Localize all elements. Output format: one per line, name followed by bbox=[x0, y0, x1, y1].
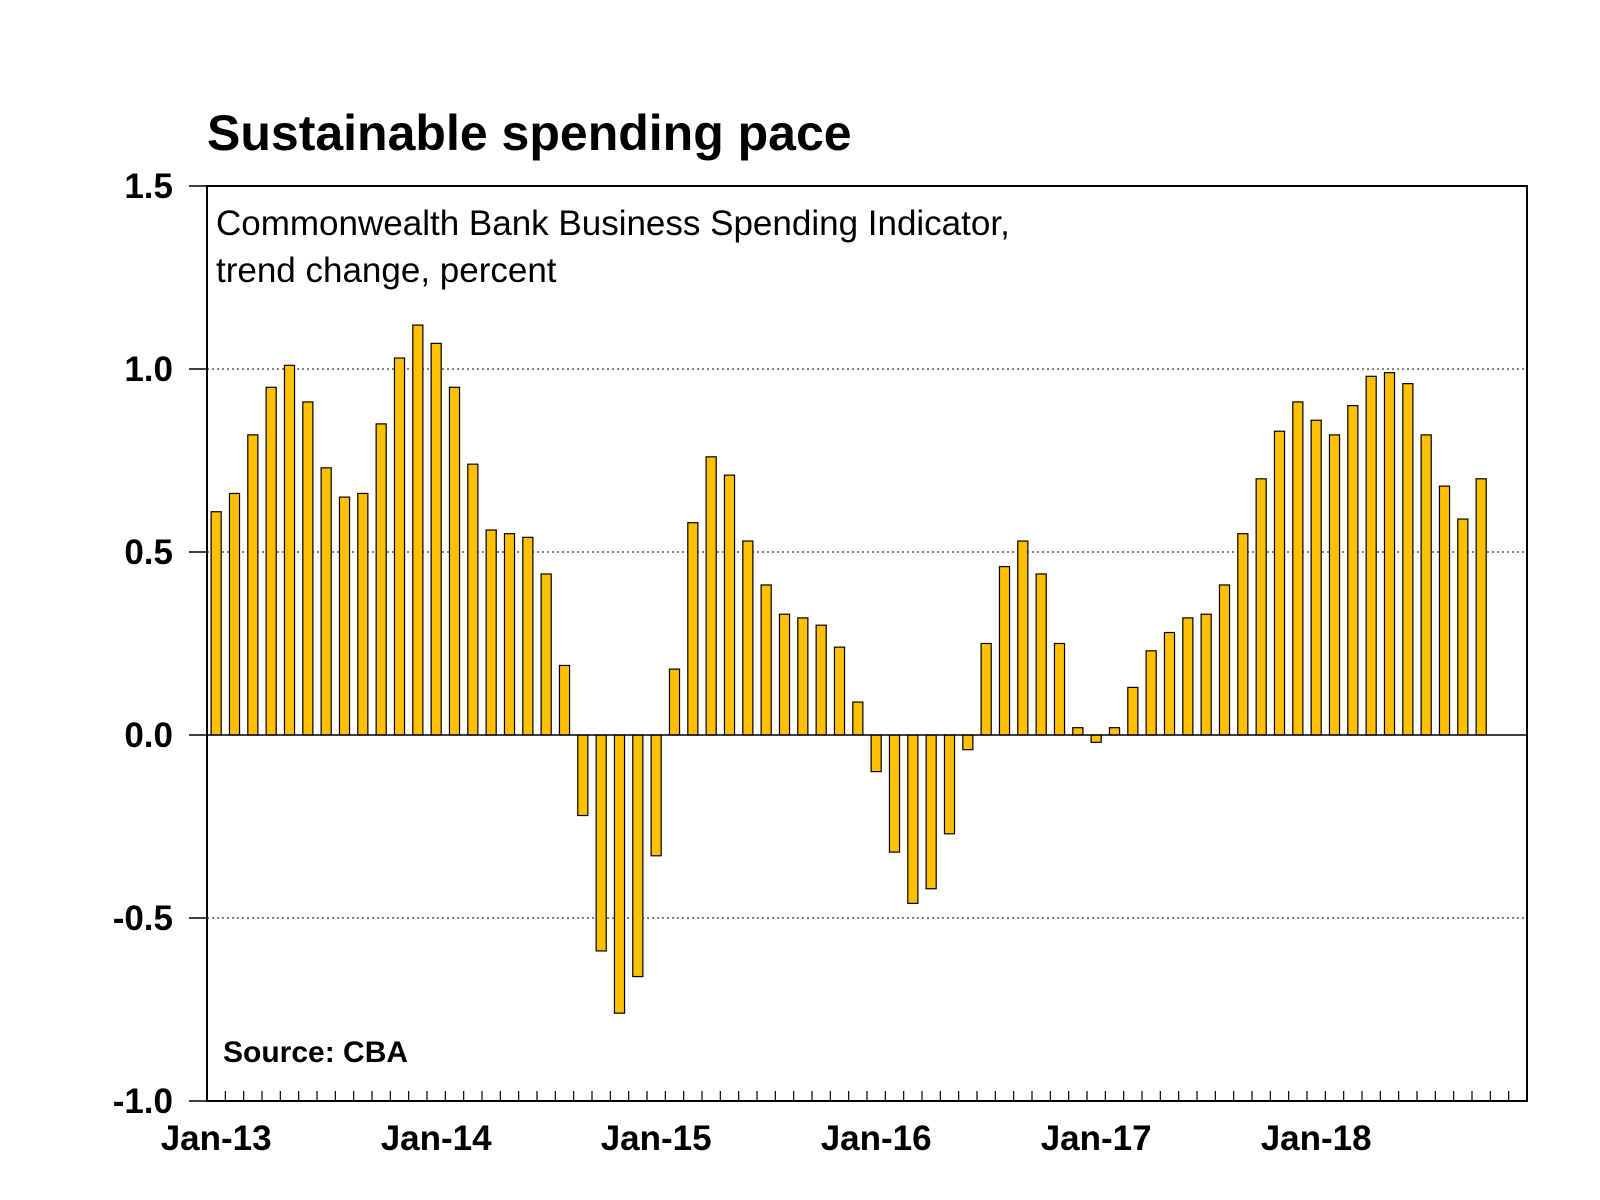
bar bbox=[705, 456, 717, 736]
bar bbox=[778, 613, 791, 736]
bar bbox=[833, 646, 846, 736]
bar bbox=[925, 734, 937, 890]
bar bbox=[943, 734, 956, 835]
bar bbox=[1328, 434, 1341, 736]
x-axis: Jan-13 Jan-14 Jan-15 Jan-16 Jan-17 Jan-18 bbox=[161, 1091, 1528, 1158]
y-tick-label: -0.5 bbox=[113, 899, 173, 938]
bar bbox=[1347, 405, 1359, 736]
bar bbox=[613, 734, 626, 1014]
bar bbox=[650, 734, 662, 857]
y-tick-label: 0.5 bbox=[124, 533, 173, 572]
bar bbox=[412, 324, 424, 736]
bar bbox=[265, 386, 277, 736]
bar bbox=[687, 522, 699, 736]
bar bbox=[338, 496, 351, 736]
x-tick-label: Jan-15 bbox=[601, 1119, 712, 1158]
bar bbox=[577, 734, 589, 817]
bar bbox=[1438, 485, 1451, 736]
bar bbox=[907, 734, 919, 904]
bar bbox=[632, 734, 644, 978]
bar bbox=[393, 357, 406, 736]
bar bbox=[357, 492, 369, 736]
bar bbox=[375, 423, 387, 736]
x-tick-label: Jan-14 bbox=[381, 1119, 492, 1158]
bar bbox=[815, 624, 827, 736]
bar bbox=[1457, 518, 1469, 736]
bar bbox=[522, 536, 534, 736]
bar bbox=[742, 540, 754, 736]
bar bbox=[467, 463, 479, 736]
x-tick-label: Jan-17 bbox=[1041, 1119, 1152, 1158]
bar bbox=[503, 533, 516, 736]
bar bbox=[540, 573, 552, 736]
x-tick-label: Jan-16 bbox=[821, 1119, 932, 1158]
x-tick-label: Jan-18 bbox=[1261, 1119, 1372, 1158]
bar bbox=[1310, 419, 1322, 736]
bar bbox=[1127, 686, 1139, 736]
bar bbox=[558, 664, 571, 736]
bar bbox=[1200, 613, 1212, 736]
bar bbox=[1237, 533, 1249, 736]
bar bbox=[247, 434, 259, 736]
bar bbox=[448, 386, 461, 736]
bar bbox=[595, 734, 607, 952]
bar bbox=[980, 642, 992, 736]
bar bbox=[1273, 430, 1286, 736]
bar bbox=[302, 401, 314, 736]
x-tick-label: Jan-13 bbox=[161, 1119, 272, 1158]
bar bbox=[1383, 372, 1396, 736]
bar bbox=[998, 566, 1011, 736]
bar bbox=[668, 668, 681, 736]
chart-subtitle-line-2: trend change, percent bbox=[216, 251, 557, 290]
bar bbox=[1420, 434, 1432, 736]
bar bbox=[1090, 734, 1102, 743]
bar bbox=[1017, 540, 1029, 736]
bar bbox=[1218, 584, 1231, 736]
bar bbox=[1402, 383, 1414, 736]
bar bbox=[1365, 375, 1377, 736]
gridlines bbox=[207, 368, 1527, 919]
bar bbox=[320, 467, 332, 736]
bar bbox=[1072, 727, 1084, 736]
bar bbox=[760, 584, 772, 736]
bar bbox=[888, 734, 901, 853]
y-tick-label: 1.5 bbox=[124, 167, 173, 206]
bar bbox=[283, 364, 296, 736]
bar bbox=[1182, 617, 1194, 736]
y-tick-label: 1.0 bbox=[124, 350, 173, 389]
bar bbox=[962, 734, 974, 751]
bar bbox=[1292, 401, 1304, 736]
bar bbox=[430, 342, 442, 736]
bar bbox=[485, 529, 497, 736]
y-tick-label: 0.0 bbox=[124, 716, 173, 755]
bar bbox=[870, 734, 882, 773]
bar bbox=[228, 492, 241, 736]
bar bbox=[1108, 727, 1121, 736]
bar bbox=[1163, 631, 1176, 736]
bar bbox=[1035, 573, 1047, 736]
bars bbox=[210, 324, 1487, 1014]
bar bbox=[1475, 478, 1487, 736]
bar bbox=[1255, 478, 1267, 736]
bar bbox=[1053, 642, 1066, 736]
bar bbox=[797, 617, 809, 736]
y-axis: 1.5 1.0 0.5 0.0 -0.5 -1.0 bbox=[113, 167, 207, 1121]
bar bbox=[210, 511, 222, 736]
bar bbox=[1145, 650, 1157, 736]
chart-title: Sustainable spending pace bbox=[207, 105, 852, 161]
bar bbox=[723, 474, 736, 736]
bar bbox=[852, 701, 864, 736]
chart-source: Source: CBA bbox=[223, 1036, 408, 1069]
chart-subtitle-line-1: Commonwealth Bank Business Spending Indi… bbox=[216, 204, 1010, 243]
y-tick-label: -1.0 bbox=[113, 1082, 173, 1121]
